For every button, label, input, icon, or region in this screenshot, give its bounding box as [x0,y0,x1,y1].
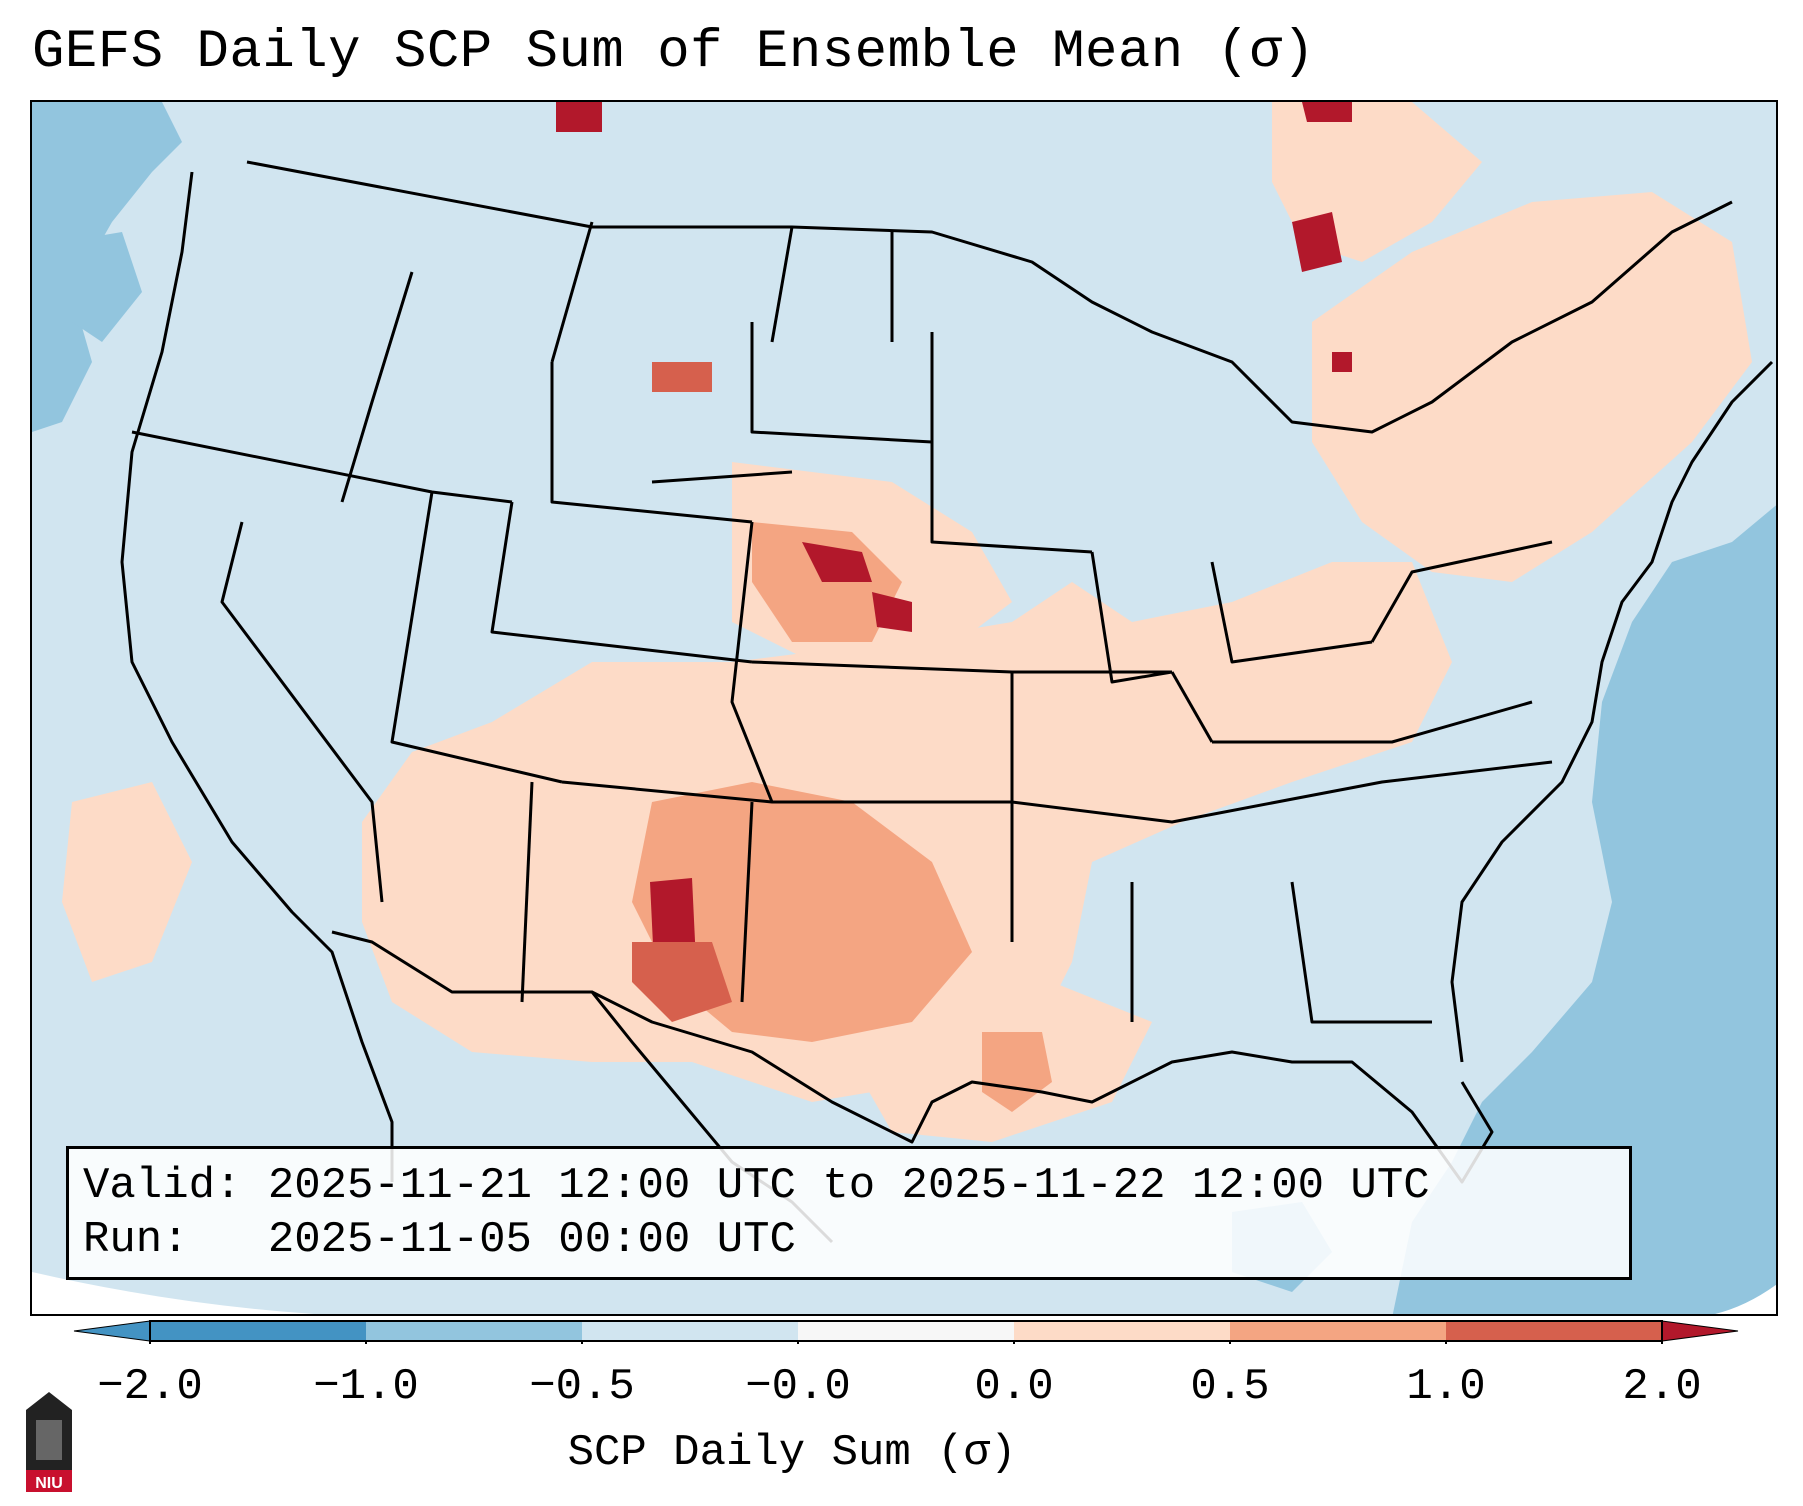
atlantic-coast [1450,360,1774,1063]
colorbar-extend-min [73,1320,151,1342]
line-6 [490,501,753,664]
niu-logo: NIU [26,1392,72,1492]
valid-label: Valid: [83,1161,242,1211]
line-23 [651,470,793,484]
logo-text: NIU [35,1475,63,1492]
colorbar-segment [798,1321,1014,1341]
colorbar-tick-label: 0.5 [1190,1362,1270,1412]
nm-tx-dark-2 [632,942,732,1022]
line-3 [220,521,384,903]
pacific-negative-region [32,102,182,432]
line-24 [550,221,594,363]
canada-dark [1292,212,1342,272]
line-12 [520,781,534,1003]
colorbar-tick-label: 2.0 [1622,1362,1702,1412]
conus-map [32,102,1776,1314]
line-16 [1090,551,1173,684]
colorbar-tick-label: 1.0 [1406,1362,1486,1412]
line-20 [1370,540,1553,643]
colorbar-extend-max [1661,1320,1739,1342]
colorbar-outline [149,1320,1663,1342]
line-10 [750,322,933,444]
colorbar-label: SCP Daily Sum (σ) [567,1428,1017,1478]
canada-top-dark [556,102,602,132]
state-boundaries [120,160,1774,1244]
sd-ne-dark [802,542,872,582]
canada-dark-2 [1302,102,1352,122]
nw-montana-dark [652,362,712,392]
ne-ia-dark [872,592,912,632]
valid-value: 2025-11-21 12:00 UTC to 2025-11-22 12:00… [267,1161,1430,1211]
pacific-negative-region-2 [62,232,142,342]
line-1 [340,271,414,503]
valid-run-info-box: Valid: 2025-11-21 12:00 UTC to 2025-11-2… [66,1146,1632,1280]
ontario-dark [1332,352,1352,372]
positive-anomaly-regions [62,102,1752,1142]
line-9 [730,521,774,803]
atlantic-negative-region [1392,505,1776,1314]
colorbar-segment [366,1321,582,1341]
line-13 [740,801,754,1003]
pacific-coast [120,171,394,1182]
line-11 [930,332,1093,554]
line-4 [390,491,563,784]
line-19 [1210,561,1373,664]
line-17 [1170,671,1214,743]
map-edge-bottom-left [32,1272,315,1314]
run-label: Run: [83,1215,189,1265]
line-18 [1212,700,1533,744]
colorbar [73,1320,1739,1344]
colorbar-segment [150,1321,366,1341]
colorbar-tick-label: −2.0 [97,1362,203,1412]
colorbar-tick-label: −0.0 [745,1362,851,1412]
line-15 [1011,760,1553,824]
chart-title: GEFS Daily SCP Sum of Ensemble Mean (σ) [32,22,1316,83]
colorbar-segment [1014,1321,1230,1341]
map-edge-bottom-right [1714,1284,1776,1314]
line-22 [1290,881,1432,1024]
colorbar-tick-label: −0.5 [529,1362,635,1412]
us-canada-border [246,160,1733,434]
west-pacific-light [62,782,192,982]
colorbar-segment [582,1321,798,1341]
colorbar-tick-label: 0.0 [974,1362,1054,1412]
colorbar-segment [1230,1321,1446,1341]
map-panel [30,100,1778,1316]
line-25 [770,226,794,343]
run-value: 2025-11-05 00:00 UTC [267,1215,796,1265]
northeast-light [1312,192,1752,582]
colorbar-tick-label: −1.0 [313,1362,419,1412]
line-8 [550,362,753,524]
gulf-coast [591,990,1494,1184]
colorbar-segment [1446,1321,1662,1341]
